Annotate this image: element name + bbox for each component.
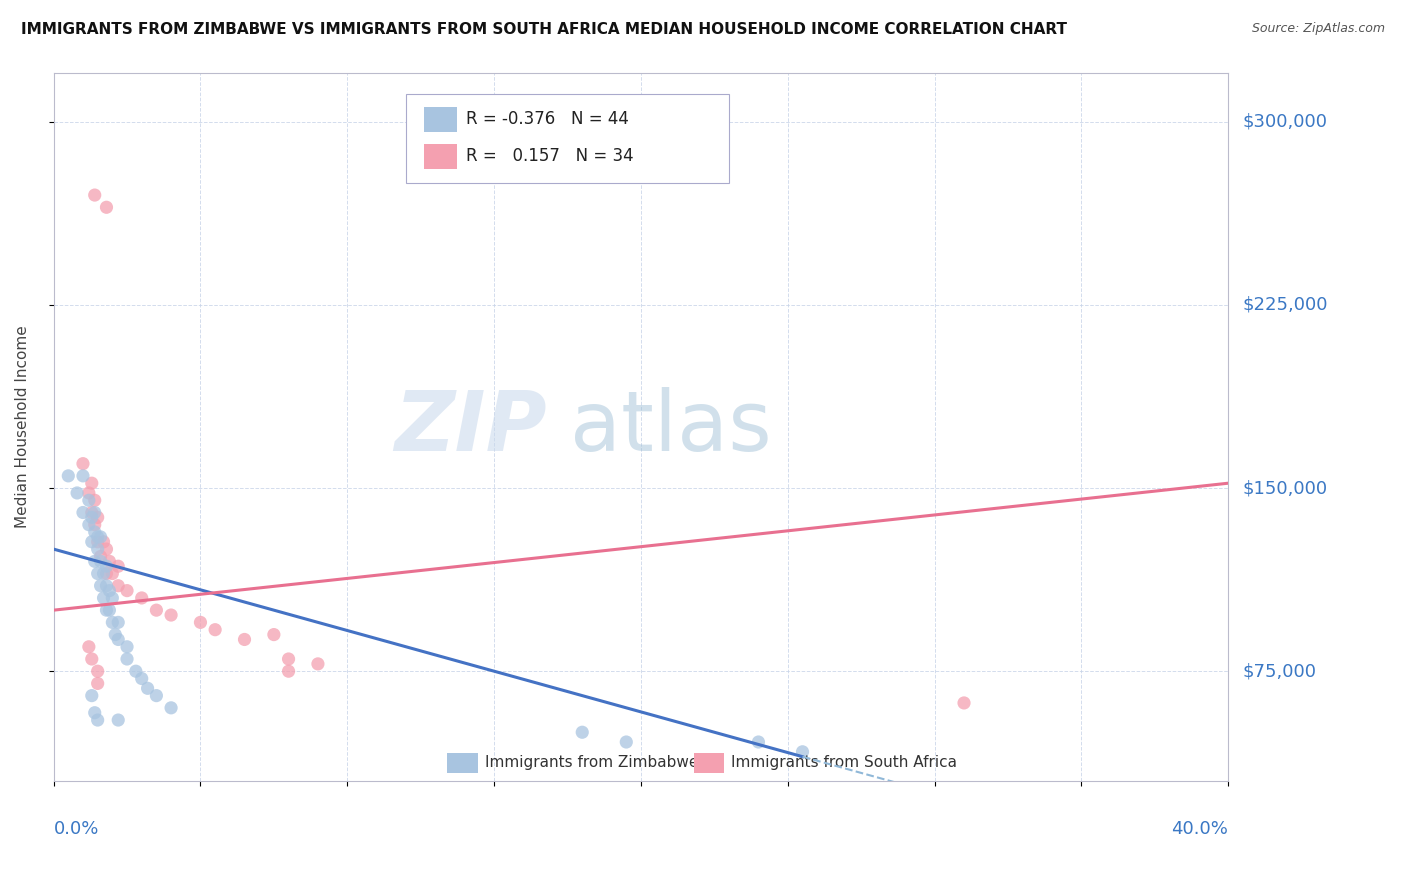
Point [277,652,299,666]
Point [66,486,89,500]
Text: $225,000: $225,000 [1243,296,1327,314]
Point [96,200,118,214]
Point [277,664,299,678]
Point [80,476,103,491]
Point [263,627,285,641]
Point [93,591,115,605]
Point [101,566,124,581]
Point [614,735,637,749]
Point [83,493,105,508]
Y-axis label: Median Household Income: Median Household Income [15,326,30,528]
Point [115,652,138,666]
Point [136,681,159,696]
Text: Immigrants from South Africa: Immigrants from South Africa [731,756,957,770]
Point [307,657,329,671]
Point [80,652,103,666]
Point [96,566,118,581]
Point [107,713,129,727]
Point [96,603,118,617]
Point [86,530,108,544]
Point [90,549,112,564]
Point [792,745,814,759]
Point [86,566,108,581]
Point [233,632,256,647]
Bar [693,753,724,772]
Point [77,517,100,532]
Bar [423,107,457,132]
Point [72,506,94,520]
FancyBboxPatch shape [406,95,730,183]
Text: $300,000: $300,000 [1243,112,1327,131]
Point [96,542,118,557]
Point [96,579,118,593]
Point [107,632,129,647]
Point [93,534,115,549]
Point [115,583,138,598]
Point [90,554,112,568]
Text: Source: ZipAtlas.com: Source: ZipAtlas.com [1251,22,1385,36]
Point [107,579,129,593]
Point [93,566,115,581]
Point [83,706,105,720]
Point [204,623,226,637]
Text: 0.0%: 0.0% [53,820,98,838]
Point [953,696,976,710]
Point [83,188,105,202]
Point [80,510,103,524]
Point [101,615,124,630]
Point [80,506,103,520]
Point [131,591,153,605]
Point [747,735,769,749]
Point [90,530,112,544]
Point [115,640,138,654]
Point [107,559,129,574]
Point [104,627,127,641]
Point [145,689,167,703]
Point [571,725,593,739]
Point [131,672,153,686]
Point [83,517,105,532]
Point [86,664,108,678]
Point [80,534,103,549]
Point [77,640,100,654]
Point [96,559,118,574]
Point [101,591,124,605]
Point [86,510,108,524]
Point [98,583,121,598]
Point [125,664,148,678]
Point [77,486,100,500]
Point [160,701,183,715]
Bar [423,144,457,169]
Text: 40.0%: 40.0% [1171,820,1229,838]
Point [86,534,108,549]
Point [86,676,108,690]
Point [98,554,121,568]
Text: R =   0.157   N = 34: R = 0.157 N = 34 [465,147,634,165]
Point [77,493,100,508]
Point [86,542,108,557]
Point [145,603,167,617]
Point [83,506,105,520]
Text: atlas: atlas [571,386,772,467]
Point [58,468,80,483]
Point [190,615,212,630]
Text: IMMIGRANTS FROM ZIMBABWE VS IMMIGRANTS FROM SOUTH AFRICA MEDIAN HOUSEHOLD INCOME: IMMIGRANTS FROM ZIMBABWE VS IMMIGRANTS F… [21,22,1067,37]
Point [80,689,103,703]
Point [107,615,129,630]
Point [72,468,94,483]
Text: Immigrants from Zimbabwe: Immigrants from Zimbabwe [485,756,699,770]
Text: $75,000: $75,000 [1243,662,1316,681]
Point [90,579,112,593]
Point [160,608,183,623]
Bar [447,753,478,772]
Text: $150,000: $150,000 [1243,479,1327,497]
Point [83,554,105,568]
Point [86,713,108,727]
Point [98,603,121,617]
Text: ZIP: ZIP [394,386,547,467]
Point [72,457,94,471]
Text: R = -0.376   N = 44: R = -0.376 N = 44 [465,110,628,128]
Point [83,524,105,539]
